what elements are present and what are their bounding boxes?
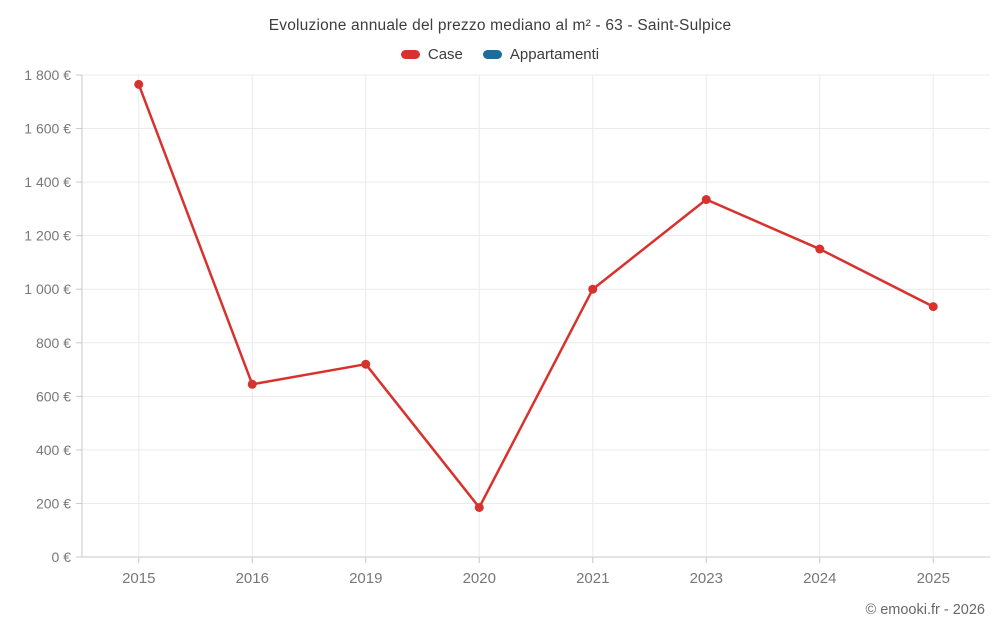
svg-text:2025: 2025 bbox=[917, 570, 950, 587]
svg-text:2024: 2024 bbox=[803, 570, 836, 587]
svg-text:2016: 2016 bbox=[236, 570, 269, 587]
svg-text:2020: 2020 bbox=[463, 570, 496, 587]
chart-legend: Case Appartamenti bbox=[0, 46, 1000, 63]
svg-text:600 €: 600 € bbox=[36, 388, 71, 404]
legend-item-appartamenti[interactable]: Appartamenti bbox=[482, 46, 600, 63]
chart-title: Evoluzione annuale del prezzo mediano al… bbox=[268, 17, 732, 34]
svg-text:400 €: 400 € bbox=[36, 442, 71, 458]
svg-text:0 €: 0 € bbox=[52, 549, 72, 565]
svg-text:2023: 2023 bbox=[690, 570, 723, 587]
legend-swatch-appartamenti bbox=[482, 50, 502, 59]
svg-text:1 200 €: 1 200 € bbox=[24, 228, 71, 244]
svg-text:1 000 €: 1 000 € bbox=[24, 281, 71, 297]
svg-text:1 400 €: 1 400 € bbox=[24, 174, 71, 190]
svg-text:1 600 €: 1 600 € bbox=[24, 121, 71, 137]
attribution-text: © emooki.fr - 2026 bbox=[865, 602, 985, 618]
legend-swatch-case bbox=[400, 50, 420, 59]
legend-label-appartamenti: Appartamenti bbox=[509, 46, 600, 63]
svg-text:800 €: 800 € bbox=[36, 335, 71, 351]
legend-item-case[interactable]: Case bbox=[400, 46, 463, 63]
svg-text:200 €: 200 € bbox=[36, 495, 71, 511]
svg-text:1 800 €: 1 800 € bbox=[24, 67, 71, 83]
svg-text:2015: 2015 bbox=[122, 570, 155, 587]
svg-text:2021: 2021 bbox=[576, 570, 609, 587]
legend-label-case: Case bbox=[427, 46, 463, 63]
svg-text:2019: 2019 bbox=[349, 570, 382, 587]
